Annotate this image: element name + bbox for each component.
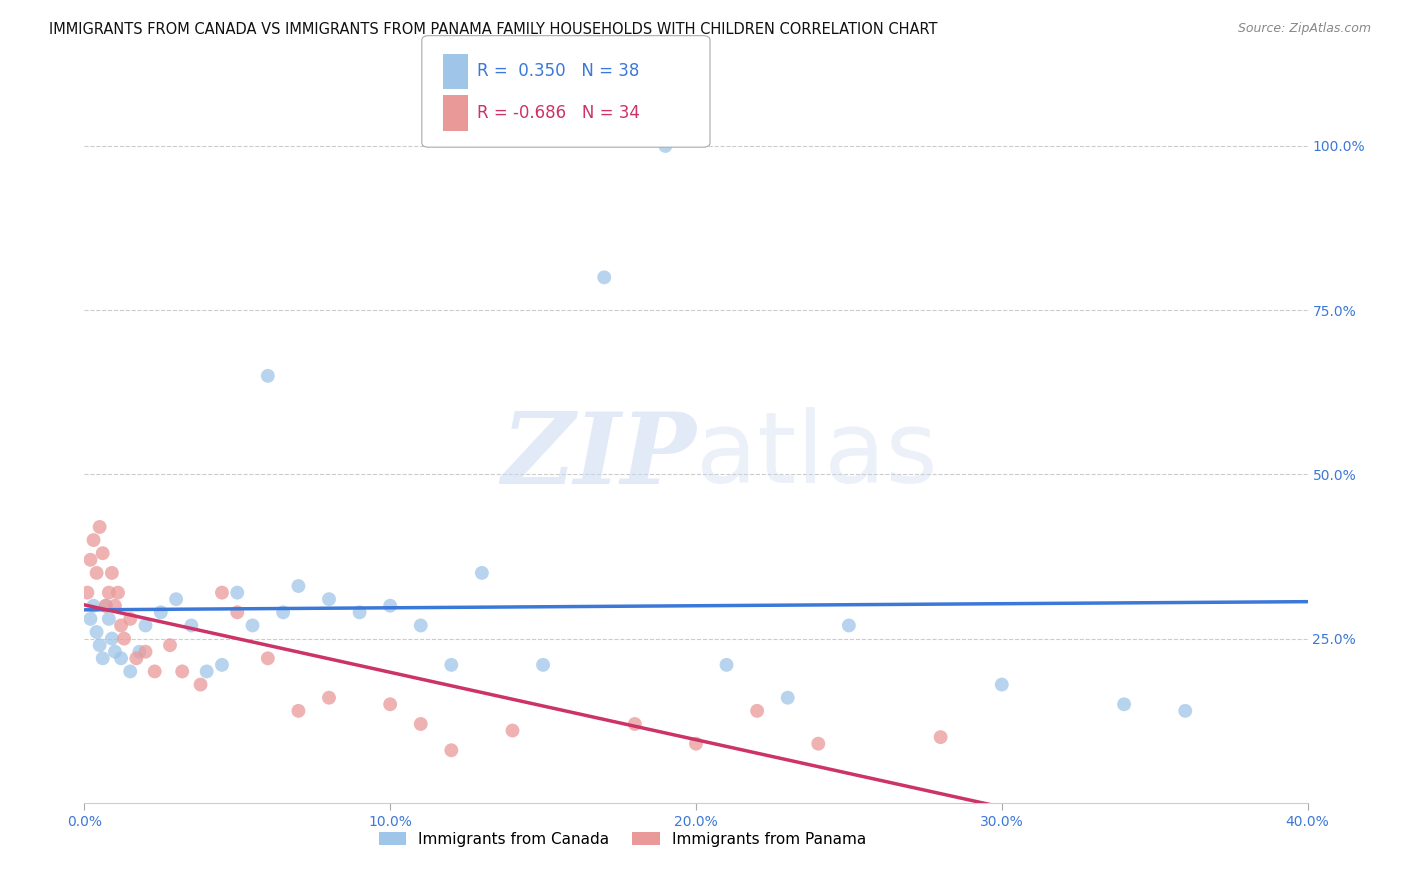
Point — [440, 657, 463, 672]
Point — [89, 638, 111, 652]
Point — [1114, 698, 1136, 712]
Point — [94, 599, 117, 613]
Point — [531, 657, 554, 672]
Point — [120, 612, 142, 626]
Point — [257, 651, 280, 665]
Point — [125, 651, 148, 665]
Point — [211, 585, 233, 599]
Text: atlas: atlas — [696, 408, 938, 505]
Point — [104, 645, 127, 659]
Point — [190, 677, 212, 691]
Point — [76, 585, 98, 599]
Point — [135, 618, 157, 632]
Point — [86, 625, 108, 640]
Point — [318, 592, 340, 607]
Point — [120, 665, 142, 679]
Text: Source: ZipAtlas.com: Source: ZipAtlas.com — [1237, 22, 1371, 36]
Point — [287, 704, 309, 718]
Point — [91, 546, 114, 560]
Point — [211, 657, 233, 672]
Point — [838, 618, 860, 632]
Point — [242, 618, 264, 632]
Point — [94, 599, 117, 613]
Point — [159, 638, 181, 652]
Point — [83, 533, 105, 547]
Legend: Immigrants from Canada, Immigrants from Panama: Immigrants from Canada, Immigrants from … — [373, 826, 873, 853]
Point — [991, 677, 1014, 691]
Point — [91, 651, 114, 665]
Point — [89, 520, 111, 534]
Point — [593, 270, 616, 285]
Point — [716, 657, 738, 672]
Point — [83, 599, 105, 613]
Point — [409, 717, 432, 731]
Point — [97, 585, 120, 599]
Point — [929, 730, 952, 744]
Point — [409, 618, 432, 632]
Point — [97, 612, 120, 626]
Point — [654, 139, 676, 153]
Point — [135, 645, 157, 659]
Point — [180, 618, 202, 632]
Point — [257, 368, 280, 383]
Point — [86, 566, 108, 580]
Point — [440, 743, 463, 757]
Point — [349, 605, 371, 619]
Point — [101, 566, 124, 580]
Point — [149, 605, 172, 619]
Point — [110, 651, 132, 665]
Point — [107, 585, 129, 599]
Point — [380, 698, 402, 712]
Point — [112, 632, 135, 646]
Point — [287, 579, 309, 593]
Point — [502, 723, 524, 738]
Point — [172, 665, 194, 679]
Point — [380, 599, 402, 613]
Point — [685, 737, 707, 751]
Point — [776, 690, 799, 705]
Point — [807, 737, 830, 751]
Point — [79, 553, 101, 567]
Point — [1174, 704, 1197, 718]
Point — [226, 585, 249, 599]
Point — [110, 618, 132, 632]
Point — [747, 704, 769, 718]
Point — [624, 717, 647, 731]
Text: ZIP: ZIP — [501, 408, 696, 504]
Point — [143, 665, 166, 679]
Point — [471, 566, 494, 580]
Text: R = -0.686   N = 34: R = -0.686 N = 34 — [477, 104, 640, 122]
Point — [271, 605, 294, 619]
Point — [195, 665, 218, 679]
Point — [79, 612, 101, 626]
Point — [104, 599, 127, 613]
Point — [165, 592, 187, 607]
Text: R =  0.350   N = 38: R = 0.350 N = 38 — [477, 62, 638, 80]
Point — [318, 690, 340, 705]
Point — [101, 632, 124, 646]
Text: IMMIGRANTS FROM CANADA VS IMMIGRANTS FROM PANAMA FAMILY HOUSEHOLDS WITH CHILDREN: IMMIGRANTS FROM CANADA VS IMMIGRANTS FRO… — [49, 22, 938, 37]
Point — [128, 645, 150, 659]
Point — [226, 605, 249, 619]
